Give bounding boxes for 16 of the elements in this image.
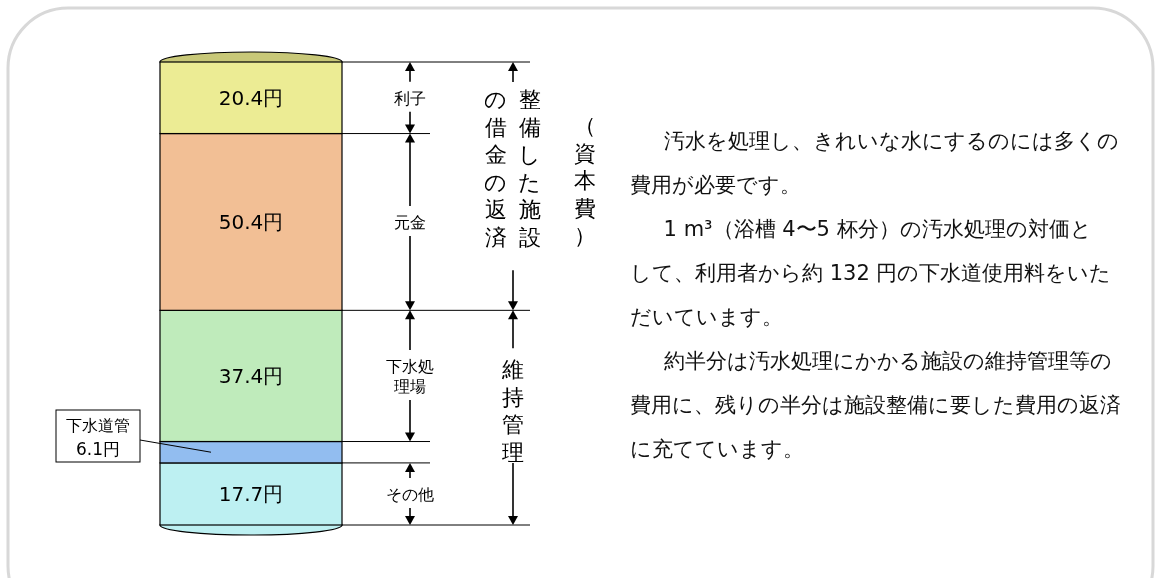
text: 整備した施設の借金の返済	[484, 87, 541, 250]
text: 汚水を処理し、きれいな水にするのには多くの費用が必要です。	[630, 129, 1119, 197]
data-label: 37.4円	[218, 363, 284, 388]
data-label: 17.7円	[218, 481, 284, 506]
text: その他	[386, 484, 434, 504]
text: 下水道管	[66, 416, 130, 435]
data-label: 50.4円	[218, 209, 284, 234]
text: （資本費）	[574, 112, 596, 250]
text: 約半分は汚水処理にかかる施設の維持管理等の費用に、残りの半分は施設整備に要した費用の返済に充てています。	[630, 349, 1121, 461]
text: 利子	[394, 88, 426, 108]
text: 1 m³（浴槽 4〜5 杯分）の汚水処理の対価として、利用者から約 132 円の下水道使用料をいただいています。	[630, 217, 1112, 329]
text: 元金	[394, 212, 426, 232]
text: 下水処理場	[386, 356, 434, 396]
data-label: 20.4円	[218, 85, 284, 110]
text: 維持管理	[502, 356, 524, 467]
data-label: 6.1円	[75, 439, 121, 459]
